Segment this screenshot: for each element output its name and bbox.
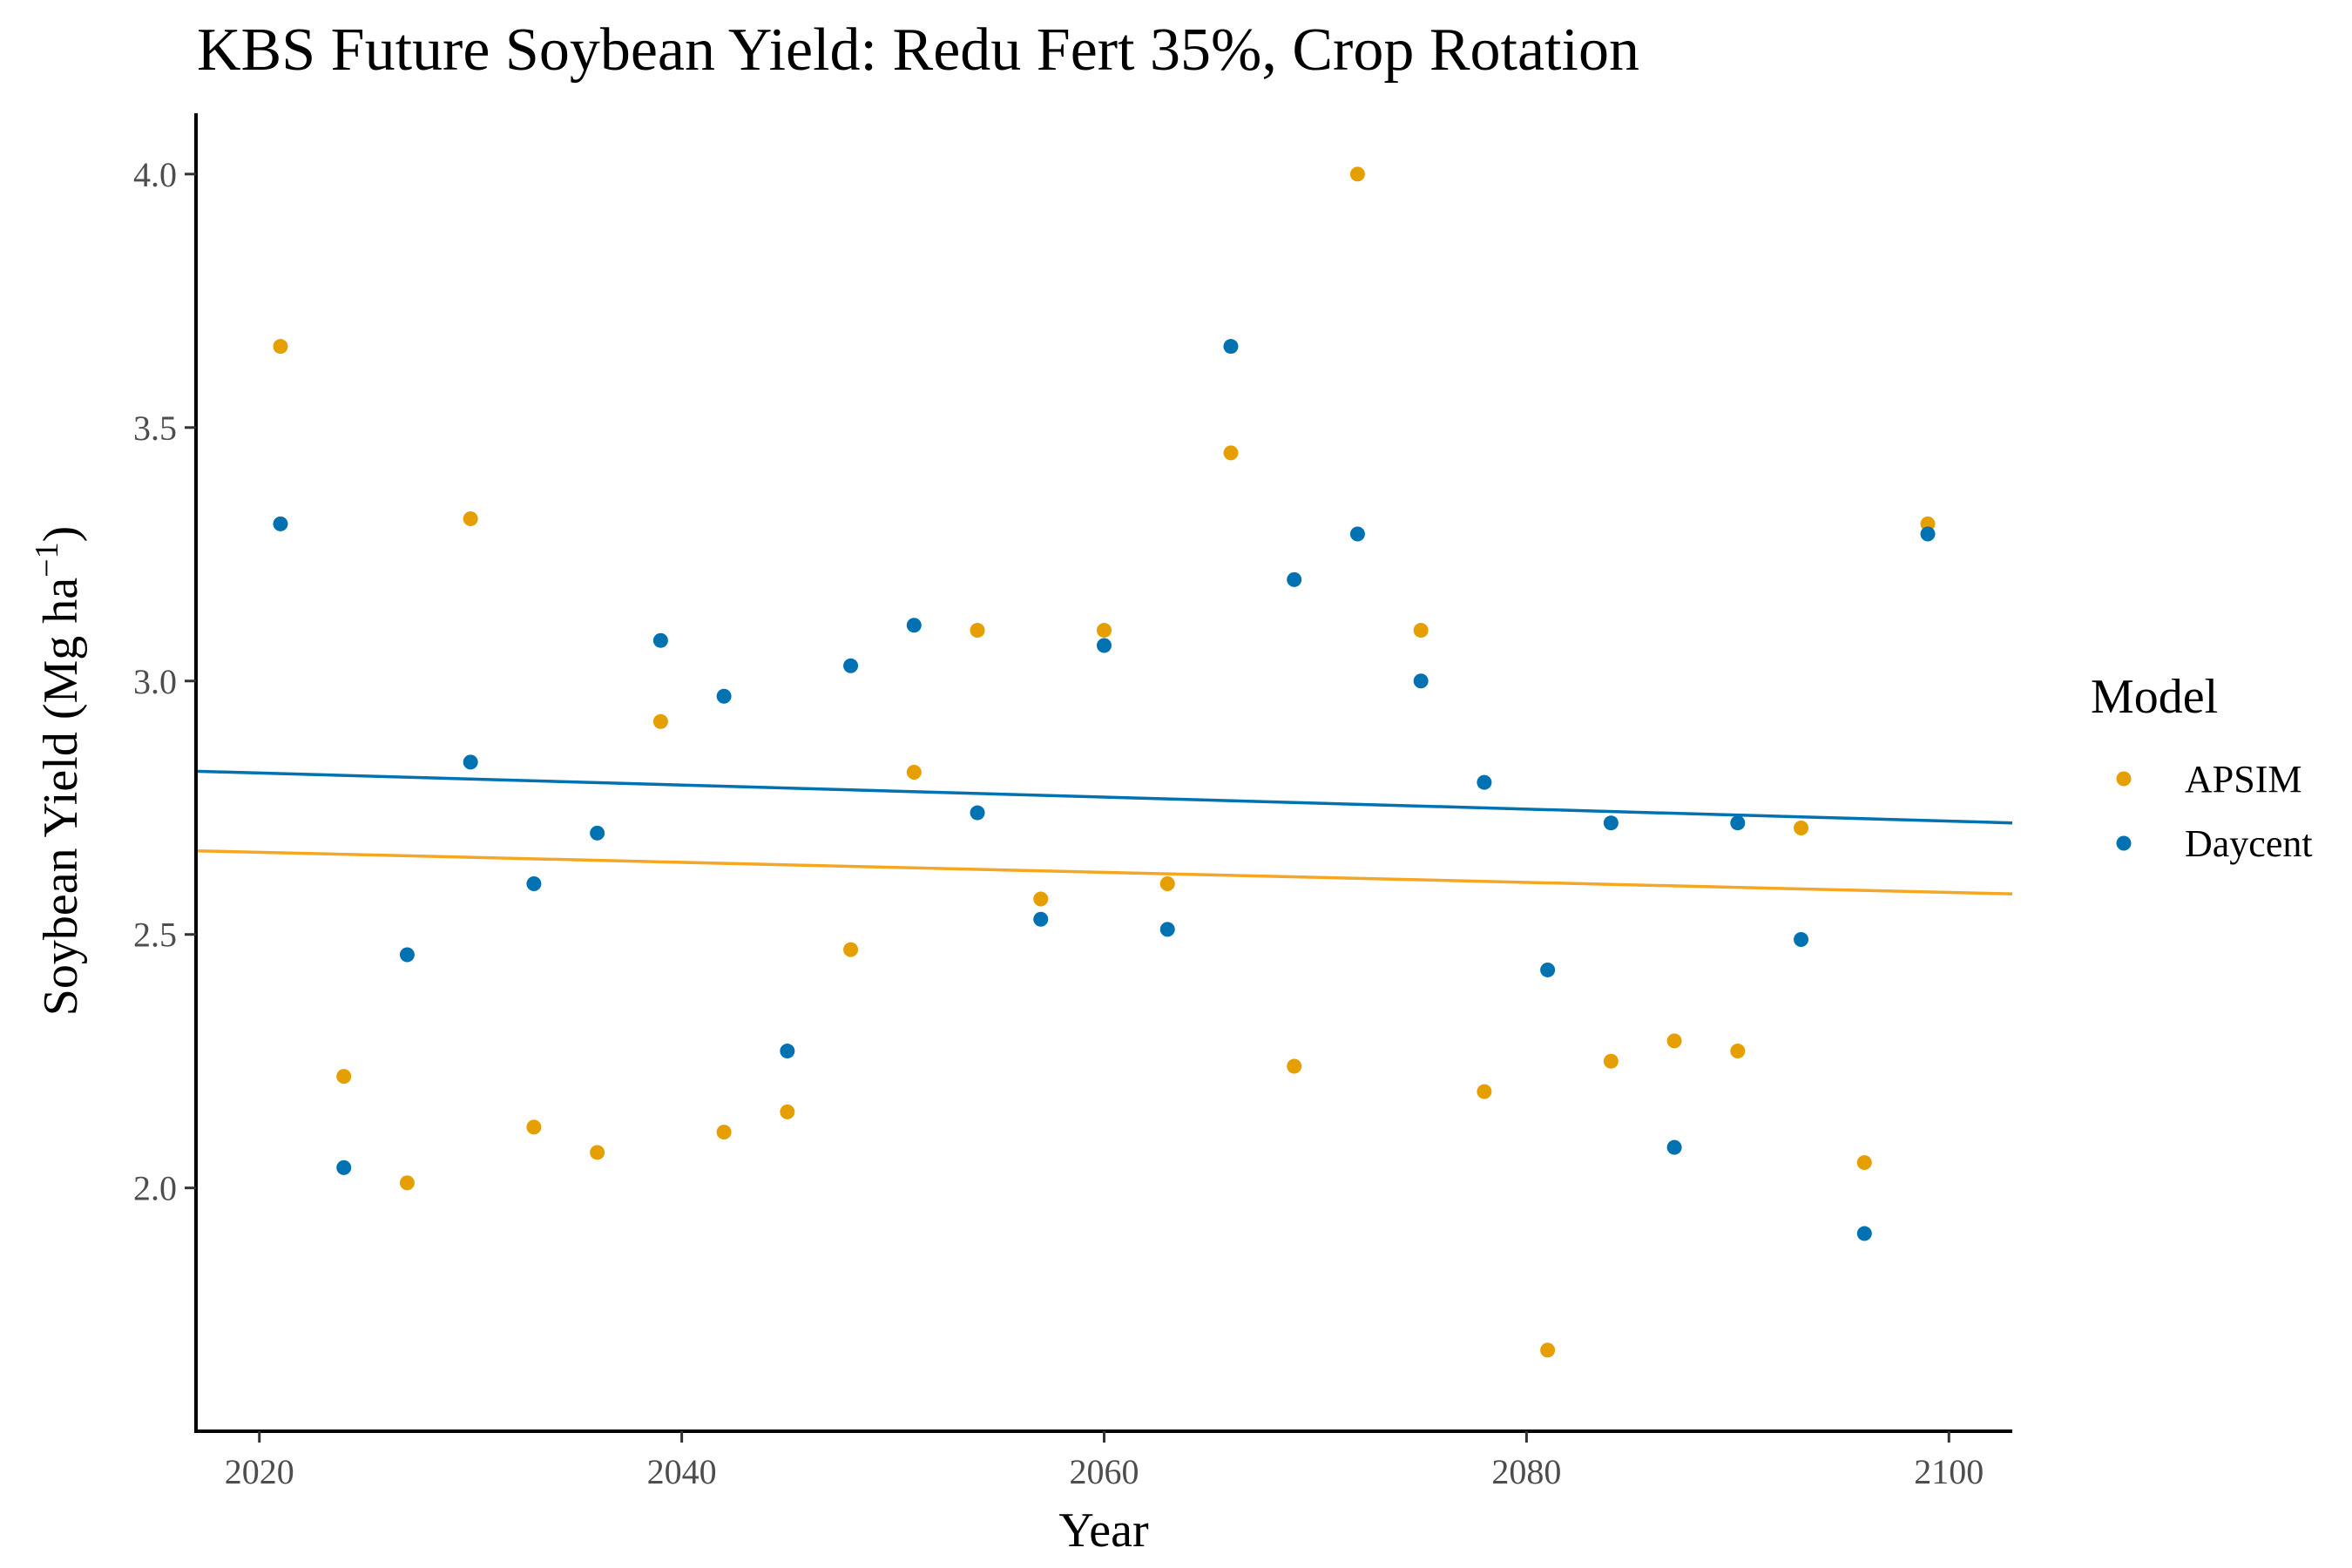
point-daycent-2039 [652, 632, 668, 648]
point-daycent-2078 [1477, 774, 1492, 790]
point-daycent-2021 [273, 516, 288, 531]
point-apsim-2054 [970, 623, 985, 639]
point-daycent-2093 [1794, 932, 1809, 948]
point-apsim-2090 [1730, 1044, 1746, 1059]
point-apsim-2036 [590, 1145, 605, 1160]
y-tick-label: 2.5 [133, 916, 177, 955]
point-daycent-2048 [843, 658, 859, 673]
point-daycent-2081 [1540, 962, 1556, 977]
point-daycent-2057 [1033, 911, 1049, 927]
plot-area [195, 166, 2013, 1358]
point-daycent-2024 [336, 1159, 352, 1175]
point-daycent-2030 [463, 754, 478, 770]
point-apsim-2027 [399, 1175, 415, 1191]
point-daycent-2099 [1920, 526, 1936, 542]
point-daycent-2027 [399, 947, 415, 963]
point-apsim-2093 [1794, 821, 1809, 836]
point-apsim-2045 [780, 1104, 795, 1119]
x-tick-label: 2080 [1491, 1452, 1561, 1491]
point-daycent-2069 [1287, 571, 1302, 587]
point-apsim-2069 [1287, 1058, 1302, 1074]
point-apsim-2078 [1477, 1084, 1492, 1099]
y-tick-label: 2.0 [133, 1169, 177, 1208]
point-apsim-2099 [1920, 516, 1936, 531]
point-apsim-2033 [526, 1119, 542, 1135]
point-apsim-2096 [1856, 1155, 1872, 1171]
point-daycent-2033 [526, 876, 542, 892]
y-axis-title: Soybean Yield (Mg ha−1) [29, 526, 88, 1017]
point-apsim-2030 [463, 511, 478, 527]
point-apsim-2039 [652, 713, 668, 729]
point-apsim-2060 [1097, 623, 1112, 639]
point-apsim-2075 [1413, 623, 1429, 639]
legend-key-daycent [2116, 835, 2132, 851]
point-apsim-2063 [1159, 876, 1175, 892]
point-daycent-2054 [970, 805, 985, 821]
y-tick-label: 3.5 [133, 409, 177, 448]
point-daycent-2084 [1603, 815, 1619, 831]
point-apsim-2021 [273, 339, 288, 355]
point-apsim-2072 [1349, 166, 1365, 182]
legend-label-daycent: Daycent [2185, 822, 2313, 865]
point-daycent-2075 [1413, 673, 1429, 689]
point-daycent-2090 [1730, 815, 1746, 831]
legend-label-apsim: APSIM [2185, 758, 2302, 801]
point-apsim-2066 [1223, 445, 1239, 461]
point-daycent-2036 [590, 825, 605, 841]
point-daycent-2096 [1856, 1226, 1872, 1241]
x-axis-ticks: 2020 2040 2060 2080 2100 [225, 1431, 1984, 1491]
point-apsim-2051 [906, 765, 922, 780]
y-tick-label: 3.0 [133, 662, 177, 701]
point-daycent-2042 [716, 688, 732, 704]
y-axis-title-main: Soybean Yield (Mg ha [34, 578, 88, 1017]
point-daycent-2066 [1223, 339, 1239, 355]
point-daycent-2060 [1097, 638, 1112, 653]
point-daycent-2051 [906, 618, 922, 633]
point-apsim-2048 [843, 942, 859, 957]
point-apsim-2084 [1603, 1053, 1619, 1069]
point-apsim-2042 [716, 1125, 732, 1140]
point-apsim-2057 [1033, 891, 1049, 907]
legend: Model APSIM Daycent [2091, 670, 2313, 865]
chart-title: KBS Future Soybean Yield: Redu Fert 35%,… [197, 17, 1639, 84]
legend-title: Model [2091, 670, 2218, 724]
x-tick-label: 2060 [1070, 1452, 1139, 1491]
point-daycent-2063 [1159, 922, 1175, 937]
x-axis-title: Year [1058, 1504, 1149, 1558]
point-apsim-2081 [1540, 1342, 1556, 1358]
y-axis-ticks: 2.0 2.5 3.0 3.5 4.0 [133, 155, 196, 1208]
point-daycent-2072 [1349, 526, 1365, 542]
point-daycent-2045 [780, 1044, 795, 1059]
y-axis-title-superscript: −1 [29, 542, 65, 577]
trend-line-apsim [195, 848, 2013, 896]
y-tick-label: 4.0 [133, 155, 177, 194]
x-tick-label: 2020 [225, 1452, 294, 1491]
trend-line-daycent [195, 769, 2013, 825]
x-tick-label: 2040 [647, 1452, 717, 1491]
x-tick-label: 2100 [1914, 1452, 1984, 1491]
point-apsim-2024 [336, 1069, 352, 1085]
y-axis-title-close: ) [34, 526, 88, 543]
legend-key-apsim [2116, 771, 2132, 787]
point-daycent-2087 [1666, 1139, 1682, 1155]
point-apsim-2087 [1666, 1033, 1682, 1049]
